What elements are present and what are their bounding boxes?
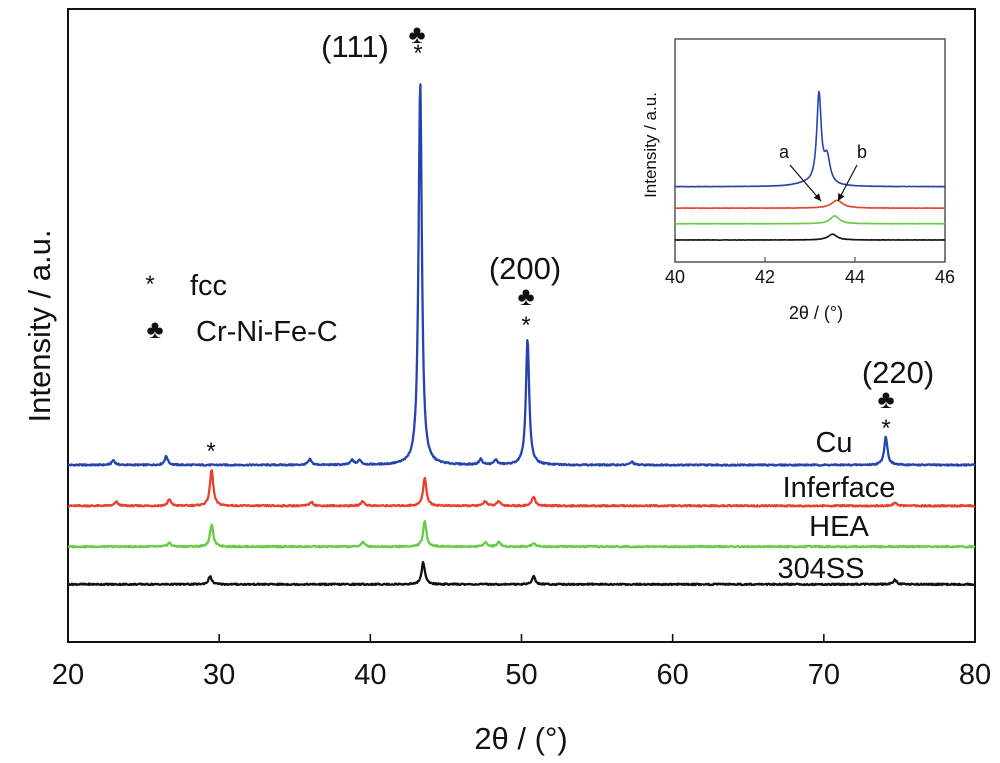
inset-x-tick-label: 44 xyxy=(845,267,865,287)
fcc-marker: * xyxy=(881,415,890,442)
series-label-304ss: 304SS xyxy=(777,553,864,585)
fcc-marker: * xyxy=(521,312,530,339)
main-peak-annotations: (111) ♣*(200)♣*(220)♣** xyxy=(206,19,934,465)
inset-x-ticks: 40 42 44 46 xyxy=(665,257,955,287)
fcc-marker: * xyxy=(413,40,422,67)
series-line-304ss xyxy=(67,560,976,587)
series-line-inferface xyxy=(67,469,976,508)
legend-label: Cr-Ni-Fe-C xyxy=(196,316,338,348)
inset-y-axis-label: Intensity / a.u. xyxy=(641,92,660,198)
main-x-tick-label: 20 xyxy=(52,659,84,691)
series-line-hea xyxy=(67,520,976,549)
fcc-marker: * xyxy=(206,438,215,465)
inset-arrow-label: b xyxy=(857,142,867,162)
inset-plot-frame xyxy=(674,38,946,263)
inset-series-line-cu xyxy=(674,90,946,188)
inset-x-tick-label: 40 xyxy=(665,267,685,287)
inset-arrow xyxy=(789,164,822,202)
inset-series-line-hea xyxy=(674,214,946,225)
main-series-group xyxy=(67,83,976,587)
series-line-cu xyxy=(67,83,976,467)
main-x-tick-label: 70 xyxy=(808,659,840,691)
main-x-tick-label: 60 xyxy=(657,659,689,691)
peak-label: (200) xyxy=(489,251,561,286)
peak-label: (220) xyxy=(862,355,934,390)
main-x-tick-label: 50 xyxy=(505,659,537,691)
series-label-inferface: Inferface xyxy=(783,472,896,504)
peak-label: (111) xyxy=(321,29,389,64)
main-legend: * fcc ♣ Cr-Ni-Fe-C xyxy=(145,270,337,348)
main-x-tick-label: 30 xyxy=(203,659,235,691)
club-marker: ♣ xyxy=(517,281,534,311)
legend-symbol: * xyxy=(145,271,154,298)
inset-series-line-304ss xyxy=(674,233,946,241)
inset-x-axis-label: 2θ / (°) xyxy=(789,303,843,323)
inset-arrow xyxy=(837,164,858,202)
club-marker: ♣ xyxy=(877,384,894,414)
main-x-tick-label: 80 xyxy=(959,659,991,691)
inset-x-tick-label: 46 xyxy=(935,267,955,287)
inset-x-tick-label: 42 xyxy=(755,267,775,287)
main-x-tick-label: 40 xyxy=(354,659,386,691)
main-chart: 20 30 40 50 60 70 80 Cu Inferface HEA 304SS (111)… xyxy=(22,8,991,756)
inset-arrow-label: a xyxy=(779,142,790,162)
main-x-ticks: 20 30 40 50 60 70 80 xyxy=(52,634,991,691)
club-marker: ♣ xyxy=(408,19,425,49)
inset-series-line-inferface xyxy=(674,199,946,210)
legend-label: fcc xyxy=(190,270,227,302)
legend-symbol: ♣ xyxy=(146,314,163,344)
series-label-hea: HEA xyxy=(809,511,869,543)
inset-series-group xyxy=(674,90,946,241)
main-y-axis-label: Intensity / a.u. xyxy=(22,230,57,423)
series-label-cu: Cu xyxy=(815,427,852,459)
main-series-labels: Cu Inferface HEA 304SS xyxy=(777,427,895,585)
main-x-axis-label: 2θ / (°) xyxy=(474,721,567,756)
